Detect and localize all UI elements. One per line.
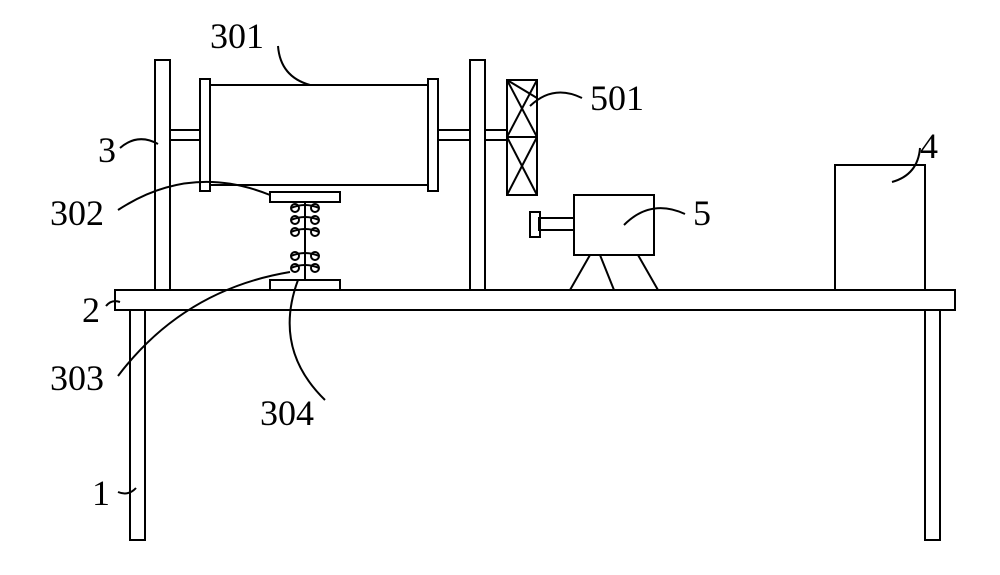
motor-box: [574, 195, 654, 255]
motor-base-div: [600, 255, 614, 290]
drawing-svg: [0, 0, 1000, 575]
cylinder-rim-right: [428, 79, 438, 191]
axle-far-right: [485, 130, 507, 140]
leader-l1: [118, 488, 136, 493]
label-4: 4: [920, 128, 938, 164]
table-leg-left: [130, 310, 145, 540]
console-box: [835, 165, 925, 290]
label-5: 5: [693, 195, 711, 231]
table-leg-right: [925, 310, 940, 540]
axle-right: [438, 130, 470, 140]
label-302: 302: [50, 195, 104, 231]
label-303: 303: [50, 360, 104, 396]
support-right: [470, 60, 485, 290]
cylinder-body: [210, 85, 428, 185]
diagram-container: 301 3 302 2 303 1 304 501 5 4: [0, 0, 1000, 575]
leader-l302: [118, 182, 270, 210]
spring-plate-bottom: [270, 280, 340, 290]
leader-l2: [106, 301, 120, 306]
support-left: [155, 60, 170, 290]
leader-l304: [290, 280, 325, 400]
motor-shaft: [539, 218, 574, 230]
leader-l303: [118, 272, 290, 376]
motor-base: [570, 255, 658, 290]
axle-left: [170, 130, 200, 140]
label-3: 3: [98, 132, 116, 168]
label-301: 301: [210, 18, 264, 54]
label-304: 304: [260, 395, 314, 431]
cylinder-rim-left: [200, 79, 210, 191]
base-plate: [115, 290, 955, 310]
leader-l3: [120, 139, 158, 148]
spring-plate-top: [270, 192, 340, 202]
label-501: 501: [590, 80, 644, 116]
leader-l301: [278, 46, 310, 85]
label-2: 2: [82, 292, 100, 328]
label-1: 1: [92, 475, 110, 511]
